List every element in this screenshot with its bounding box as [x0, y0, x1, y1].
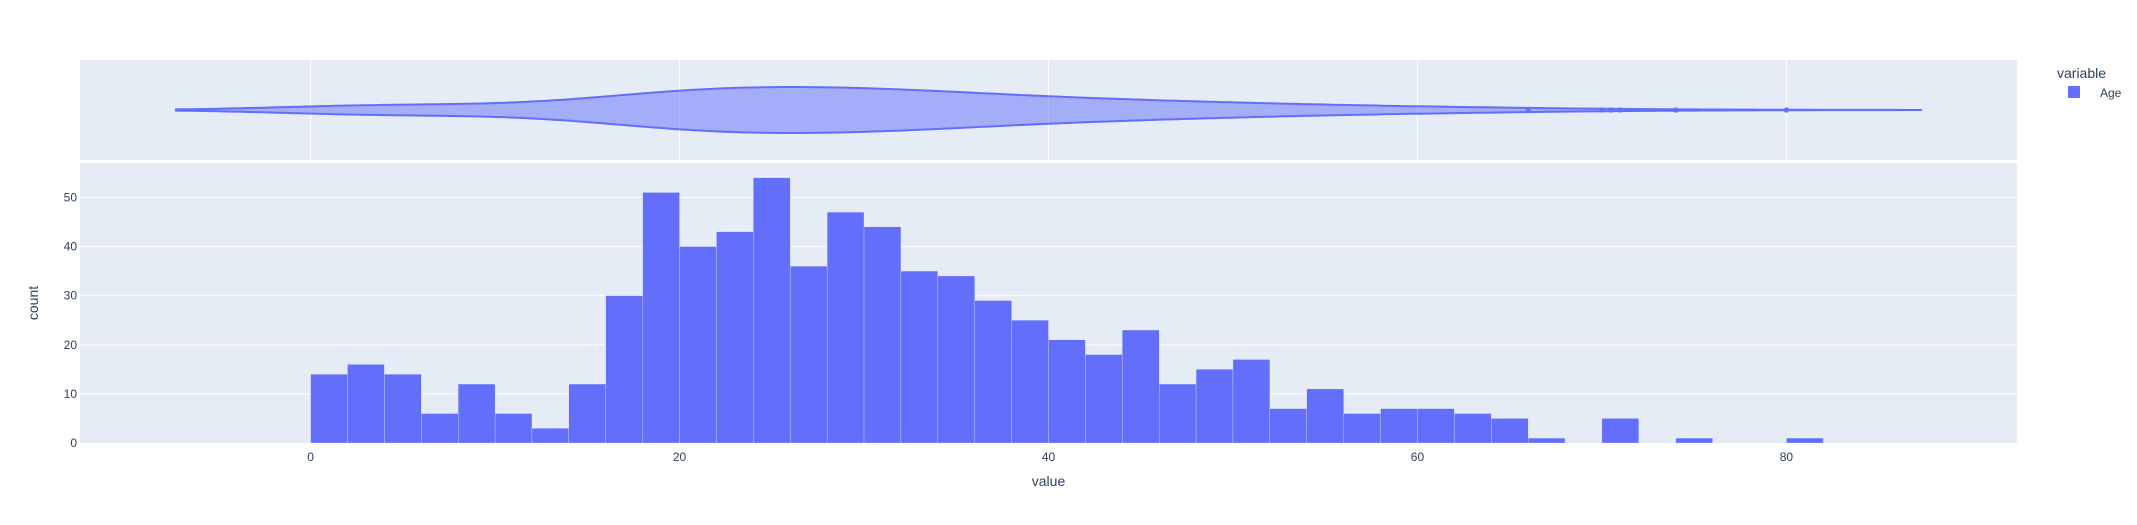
histogram-bar	[1232, 359, 1271, 444]
violin-layer	[174, 86, 1923, 134]
histogram-bar	[347, 364, 385, 444]
y-tick-label: 20	[64, 338, 78, 352]
y-tick-label: 0	[70, 436, 77, 450]
histogram-bar	[642, 192, 680, 444]
y-tick-label: 10	[64, 387, 78, 401]
histogram-bar	[826, 211, 865, 444]
histogram-bar	[568, 383, 606, 444]
histogram-bar	[974, 300, 1012, 444]
histogram-bar	[1380, 408, 1418, 444]
histogram-bar	[1527, 437, 1566, 444]
violin-outlier-point	[1525, 107, 1531, 113]
histogram-bar	[605, 295, 643, 444]
x-axis-title: value	[1032, 473, 1066, 489]
x-tick-label: 60	[1411, 450, 1425, 464]
y-tick-label: 50	[64, 190, 78, 204]
violin-outlier-point	[1608, 107, 1614, 113]
legend-label: Age	[2100, 86, 2122, 100]
histogram-bar	[679, 246, 717, 444]
histogram-bar	[310, 374, 348, 444]
histogram-bar	[937, 275, 975, 444]
histogram-bar	[716, 231, 754, 444]
x-axis-ticks: 0 20 40 60 80	[307, 450, 1793, 464]
histogram-bar	[1085, 354, 1123, 444]
histogram-bar	[1491, 418, 1529, 444]
histogram-bar	[384, 374, 422, 444]
histogram-bar	[1343, 413, 1381, 444]
violin-shape	[174, 86, 1923, 134]
histogram-bar	[1417, 408, 1455, 444]
histogram-bar	[790, 266, 828, 444]
x-tick-label: 20	[673, 450, 687, 464]
violin-outlier-point	[1599, 107, 1605, 113]
x-tick-label: 0	[307, 450, 314, 464]
x-tick-label: 80	[1780, 450, 1794, 464]
x-tick-label: 40	[1042, 450, 1056, 464]
histogram-bar	[900, 270, 938, 444]
histogram-bar	[1048, 339, 1086, 444]
violin-outlier-point	[1617, 107, 1623, 113]
y-tick-label: 30	[64, 289, 78, 303]
y-tick-label: 40	[64, 240, 78, 254]
legend-swatch	[2068, 86, 2080, 98]
legend-item-age[interactable]: Age	[2068, 86, 2122, 100]
legend: variable Age	[2057, 65, 2122, 100]
violin-outlier-point	[1673, 107, 1679, 113]
histogram-bar	[458, 383, 496, 444]
histogram-bar	[863, 226, 902, 444]
violin-outlier-point	[1783, 107, 1790, 113]
legend-title: variable	[2057, 65, 2106, 81]
y-axis-title: count	[25, 286, 41, 320]
histogram-bar	[1269, 408, 1307, 444]
histogram-bar	[1306, 388, 1344, 444]
histogram-bar	[1011, 320, 1049, 444]
histogram-bar	[1786, 437, 1824, 444]
histogram-bar	[1159, 383, 1197, 444]
histogram-bar	[1675, 437, 1713, 444]
histogram-bar	[1122, 329, 1160, 444]
y-axis-ticks: 0 10 20 30 40 50	[64, 190, 78, 450]
histogram-bars	[310, 177, 1824, 444]
histogram-bar	[1601, 418, 1639, 444]
histogram-bar	[421, 413, 459, 444]
histogram-bar	[494, 413, 533, 444]
histogram-bar	[753, 177, 791, 444]
histogram-bar	[1454, 413, 1492, 444]
histogram-bar	[531, 428, 570, 444]
histogram-bar	[1195, 369, 1234, 444]
